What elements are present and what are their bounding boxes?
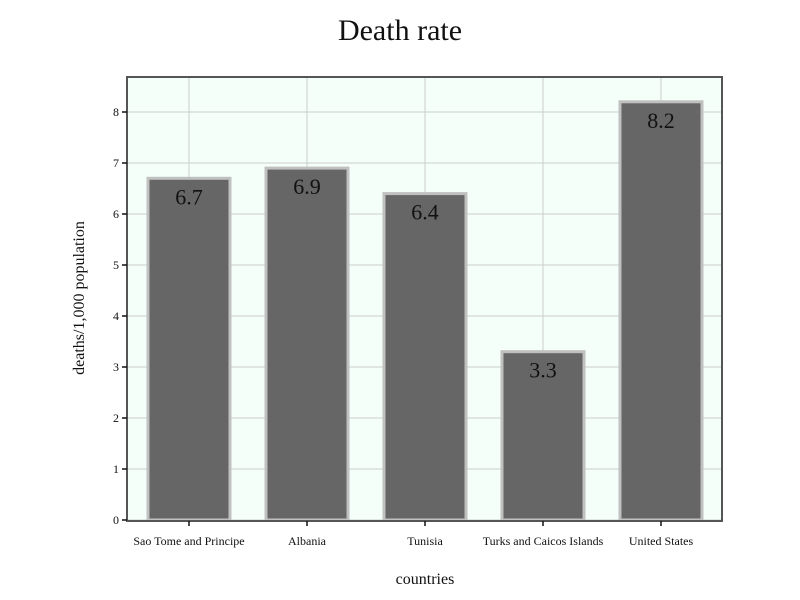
y-tick-label: 4 xyxy=(113,309,119,323)
y-tick-label: 8 xyxy=(113,105,119,119)
x-tick-label: Sao Tome and Principe xyxy=(133,534,244,548)
y-tick-label: 2 xyxy=(113,411,119,425)
bar xyxy=(618,100,704,522)
data-label: 6.4 xyxy=(411,200,439,225)
y-tick-label: 7 xyxy=(113,156,119,170)
bar xyxy=(382,192,468,522)
y-tick-label: 5 xyxy=(113,258,119,272)
chart-title: Death rate xyxy=(338,14,462,47)
bar xyxy=(146,176,232,522)
x-tick-label: Turks and Caicos Islands xyxy=(483,534,604,548)
data-labels: 6.7 6.9 6.4 3.3 8.2 xyxy=(175,108,675,383)
y-axis-label: deaths/1,000 population xyxy=(71,221,88,375)
bar xyxy=(264,166,350,522)
y-axis: 0 1 2 3 4 5 6 7 8 xyxy=(113,105,127,527)
x-axis: Sao Tome and Principe Albania Tunisia Turks… xyxy=(133,521,693,548)
y-tick-label: 0 xyxy=(113,513,119,527)
x-axis-label: countries xyxy=(396,571,455,588)
data-label: 3.3 xyxy=(529,358,557,383)
x-tick-label: Tunisia xyxy=(407,534,443,548)
y-tick-label: 6 xyxy=(113,207,119,221)
data-label: 6.7 xyxy=(175,184,203,209)
bars xyxy=(146,100,704,522)
bar xyxy=(500,350,586,522)
data-label: 6.9 xyxy=(293,174,321,199)
y-tick-label: 3 xyxy=(113,360,119,374)
x-tick-label: Albania xyxy=(288,534,327,548)
x-tick-label: United States xyxy=(629,534,694,548)
data-label: 8.2 xyxy=(647,108,675,133)
y-tick-label: 1 xyxy=(113,462,119,476)
